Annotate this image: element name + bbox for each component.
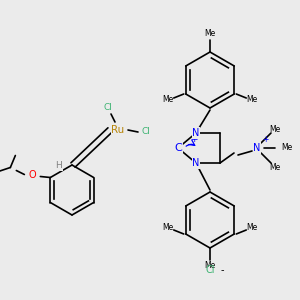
- Text: +: +: [190, 134, 198, 143]
- Text: O: O: [28, 170, 36, 181]
- Text: Cl: Cl: [142, 128, 150, 136]
- Text: Me: Me: [281, 143, 292, 152]
- Text: Me: Me: [247, 224, 258, 232]
- Text: Me: Me: [247, 94, 258, 103]
- Text: -: -: [220, 265, 224, 275]
- Text: C: C: [174, 143, 182, 153]
- Text: Me: Me: [269, 125, 281, 134]
- Text: Me: Me: [162, 224, 173, 232]
- Text: Ru: Ru: [111, 125, 124, 135]
- Text: N: N: [192, 128, 200, 138]
- Text: Me: Me: [204, 262, 216, 271]
- Text: Me: Me: [162, 94, 173, 103]
- Text: Cl: Cl: [103, 103, 112, 112]
- Text: N: N: [192, 158, 200, 168]
- Text: +: +: [262, 136, 268, 145]
- Text: N: N: [253, 143, 261, 153]
- Text: Me: Me: [269, 164, 281, 172]
- Text: Me: Me: [204, 29, 216, 38]
- Text: Cl: Cl: [205, 265, 215, 275]
- Text: H: H: [56, 161, 62, 170]
